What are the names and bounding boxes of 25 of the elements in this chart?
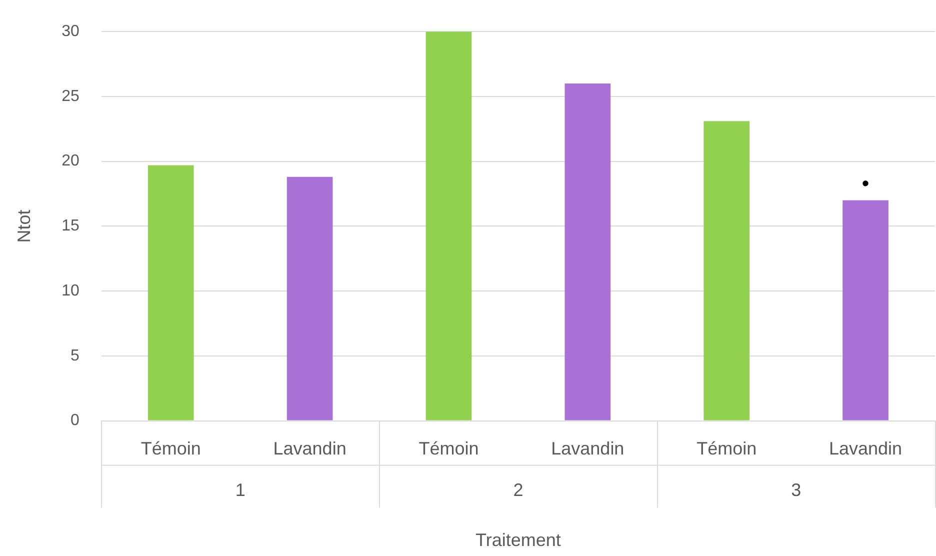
x-tick-label: Témoin <box>418 438 479 459</box>
y-tick-label: 10 <box>62 282 80 300</box>
y-tick-label: 25 <box>62 88 80 105</box>
data-label: • <box>862 172 870 195</box>
x-tick-label: Témoin <box>696 438 757 459</box>
bar <box>842 200 888 420</box>
y-tick-label: 5 <box>70 347 80 364</box>
bar <box>564 83 611 420</box>
x-tick-label: Lavandin <box>551 438 624 459</box>
x-tick-label: Témoin <box>140 438 201 459</box>
bar <box>704 121 750 420</box>
bar <box>426 32 472 420</box>
x-axis-title: Traitement <box>476 530 561 550</box>
text: 2 <box>513 480 524 500</box>
y-tick-label: 15 <box>62 218 80 235</box>
text: 3 <box>791 480 802 500</box>
y-tick-label: 30 <box>62 23 80 40</box>
x-tick-label: Lavandin <box>273 438 346 459</box>
text: 1 <box>235 480 246 500</box>
y-axis-title: Ntot <box>14 210 34 243</box>
y-tick-label: 0 <box>70 412 80 430</box>
bar <box>286 176 333 420</box>
bar <box>148 165 194 420</box>
x-tick-label: Lavandin <box>828 438 902 459</box>
y-tick-label: 20 <box>62 152 80 170</box>
